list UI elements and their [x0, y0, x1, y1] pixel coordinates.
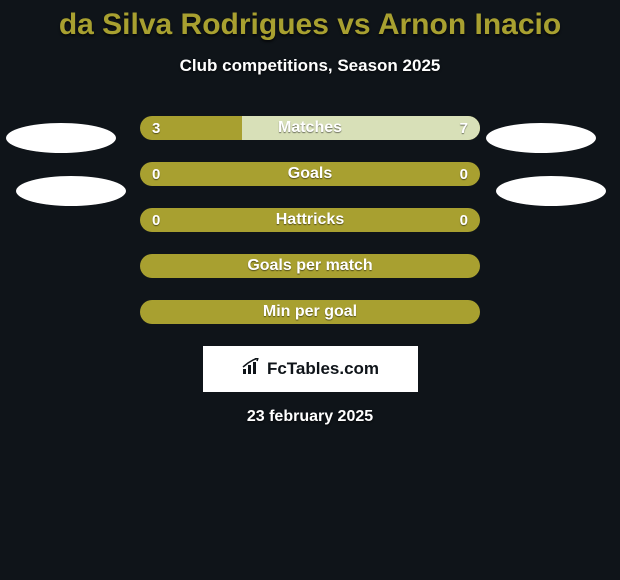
comparison-title: da Silva Rodrigues vs Arnon Inacio: [0, 0, 620, 42]
stat-bar: [140, 116, 480, 140]
stat-row: Goals per match: [140, 254, 480, 278]
snapshot-date: 23 february 2025: [0, 408, 620, 426]
player-right-marker: [486, 123, 596, 153]
player-left-marker: [16, 176, 126, 206]
stat-row: 37Matches: [140, 116, 480, 140]
stat-value-left: 0: [152, 208, 160, 232]
fctables-logo: FcTables.com: [203, 346, 418, 392]
logo-chart-icon: [241, 358, 263, 381]
comparison-subtitle: Club competitions, Season 2025: [0, 56, 620, 76]
stat-value-right: 0: [460, 162, 468, 186]
player-right-marker: [496, 176, 606, 206]
stat-bar: [140, 300, 480, 324]
stat-value-right: 0: [460, 208, 468, 232]
stat-row: Min per goal: [140, 300, 480, 324]
stat-value-left: 3: [152, 116, 160, 140]
stat-bar: [140, 208, 480, 232]
stat-row: 00Hattricks: [140, 208, 480, 232]
logo-text: FcTables.com: [267, 359, 379, 379]
stat-row: 00Goals: [140, 162, 480, 186]
player-left-marker: [6, 123, 116, 153]
stat-value-left: 0: [152, 162, 160, 186]
stat-value-right: 7: [460, 116, 468, 140]
stat-bar: [140, 254, 480, 278]
stat-bar: [140, 162, 480, 186]
stat-bar-segment-right: [242, 116, 480, 140]
